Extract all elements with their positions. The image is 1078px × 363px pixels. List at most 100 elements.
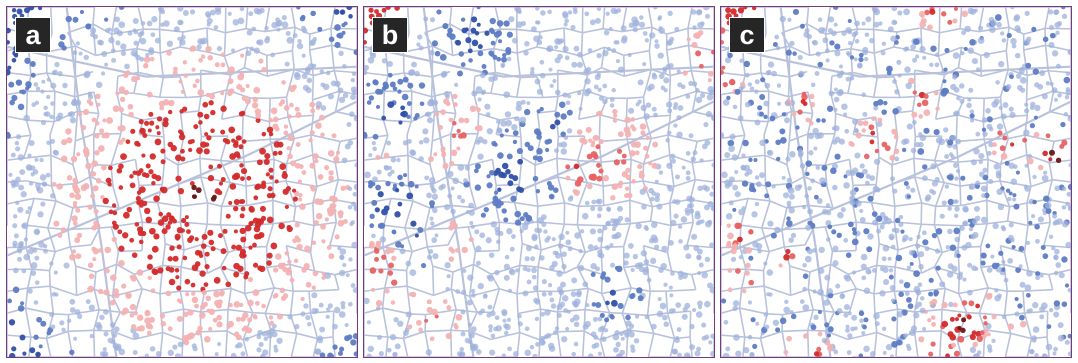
node-marker: [675, 302, 682, 308]
node-marker: [77, 112, 83, 117]
node-marker: [741, 180, 749, 187]
node-marker: [975, 303, 981, 309]
node-marker: [882, 266, 889, 273]
road-segment: [160, 46, 181, 54]
node-marker: [144, 120, 150, 126]
node-marker: [790, 232, 797, 239]
node-marker: [132, 18, 139, 25]
node-marker: [8, 319, 16, 326]
road-segment: [826, 186, 834, 208]
node-marker: [459, 346, 465, 352]
node-marker: [834, 153, 841, 160]
road-segment: [578, 114, 601, 121]
node-marker: [19, 334, 26, 341]
node-marker: [263, 336, 269, 341]
arterial-road: [364, 45, 714, 78]
node-marker: [199, 312, 206, 319]
node-marker: [998, 250, 1004, 256]
node-marker: [301, 53, 306, 58]
node-marker: [277, 150, 283, 156]
node-marker: [39, 157, 44, 163]
node-marker: [960, 175, 966, 181]
node-marker: [563, 22, 568, 27]
node-marker: [461, 27, 468, 34]
node-marker: [261, 331, 268, 337]
node-marker: [376, 169, 382, 175]
road-segment: [517, 308, 541, 315]
node-marker: [87, 262, 94, 269]
road-segment: [200, 176, 231, 184]
node-marker: [975, 131, 981, 137]
node-marker: [629, 293, 635, 300]
road-segment: [687, 45, 693, 71]
road-segment: [536, 221, 542, 251]
node-marker: [8, 81, 15, 88]
node-marker: [730, 256, 737, 262]
node-marker: [158, 100, 166, 107]
node-marker: [610, 195, 616, 201]
node-marker: [381, 115, 387, 121]
node-marker: [873, 21, 880, 28]
node-marker: [451, 120, 457, 126]
node-marker: [18, 184, 25, 191]
node-marker: [1053, 300, 1061, 307]
road-segment: [293, 220, 315, 227]
node-marker: [845, 169, 852, 176]
node-marker: [103, 289, 110, 296]
road-segment: [478, 112, 501, 121]
node-marker: [344, 322, 349, 328]
node-marker: [558, 289, 565, 296]
node-marker: [259, 147, 266, 155]
node-marker: [431, 188, 437, 194]
node-marker: [156, 131, 161, 136]
node-marker: [120, 50, 127, 57]
node-marker: [240, 110, 246, 116]
node-marker: [99, 128, 105, 134]
node-marker: [23, 253, 31, 261]
road-segment: [316, 178, 339, 188]
node-marker: [60, 155, 68, 163]
node-marker: [314, 348, 321, 355]
node-marker: [657, 296, 662, 302]
node-marker: [85, 162, 92, 170]
node-marker: [995, 262, 1000, 267]
node-marker: [592, 153, 599, 160]
node-marker: [182, 255, 188, 261]
node-marker: [113, 292, 120, 299]
node-marker: [386, 140, 392, 146]
node-marker: [754, 79, 760, 85]
node-marker: [834, 43, 841, 50]
node-marker: [198, 120, 203, 125]
node-marker: [149, 153, 156, 160]
road-segment: [92, 7, 96, 25]
road-segment: [921, 223, 935, 226]
node-marker: [304, 245, 311, 253]
node-marker: [643, 145, 649, 151]
node-marker: [488, 27, 495, 34]
node-marker: [696, 248, 703, 255]
node-marker: [118, 21, 126, 29]
road-segment: [665, 49, 672, 76]
node-marker: [954, 110, 960, 117]
node-marker: [523, 108, 531, 116]
node-marker: [65, 15, 72, 23]
node-marker: [540, 10, 546, 16]
node-marker: [151, 245, 159, 253]
node-marker: [193, 124, 199, 130]
node-marker: [889, 354, 895, 357]
node-marker: [98, 40, 104, 46]
node-marker: [969, 113, 975, 119]
road-segment: [598, 114, 601, 142]
node-marker: [563, 308, 569, 314]
node-marker: [963, 206, 969, 213]
node-marker: [29, 60, 36, 67]
node-marker: [667, 108, 673, 114]
node-marker: [133, 311, 139, 316]
node-marker: [455, 248, 460, 253]
road-segment: [665, 288, 696, 292]
node-marker: [945, 244, 950, 250]
road-segment: [781, 207, 788, 230]
node-marker: [496, 239, 501, 245]
road-segment: [53, 91, 56, 122]
node-marker: [925, 194, 932, 201]
